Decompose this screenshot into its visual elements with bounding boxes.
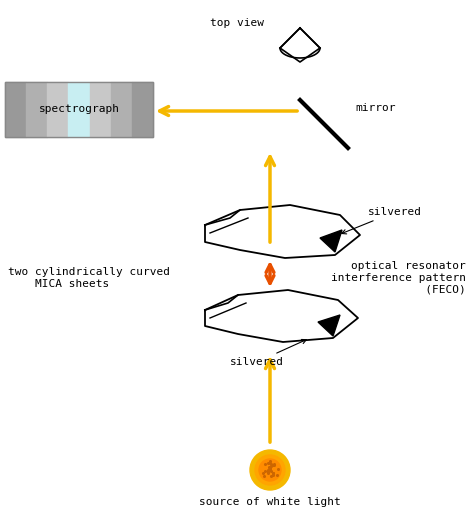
Circle shape <box>250 450 290 490</box>
Bar <box>26 82 47 137</box>
Text: source of white light: source of white light <box>199 497 341 507</box>
Bar <box>111 82 132 137</box>
Text: spectrograph: spectrograph <box>38 105 119 115</box>
Text: silvered: silvered <box>230 340 306 367</box>
Polygon shape <box>320 230 342 252</box>
Bar <box>132 82 153 137</box>
Bar <box>47 82 68 137</box>
Circle shape <box>259 459 281 481</box>
Bar <box>5 82 153 137</box>
Circle shape <box>255 455 285 485</box>
Bar <box>90 82 111 137</box>
Bar <box>68 82 90 137</box>
Text: two cylindrically curved
    MICA sheets: two cylindrically curved MICA sheets <box>8 267 170 289</box>
Text: optical resonator
interference pattern
       (FECO): optical resonator interference pattern (… <box>331 262 466 295</box>
Bar <box>5 82 26 137</box>
Text: mirror: mirror <box>355 103 395 113</box>
Text: silvered: silvered <box>342 207 422 234</box>
Polygon shape <box>318 315 340 336</box>
Text: top view: top view <box>210 18 264 28</box>
